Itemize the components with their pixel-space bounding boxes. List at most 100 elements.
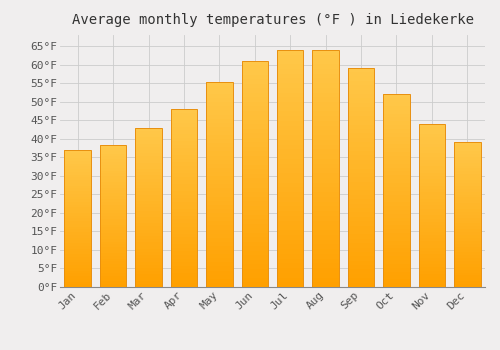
Bar <box>348 116 374 120</box>
Bar <box>418 280 445 284</box>
Bar <box>100 236 126 239</box>
Bar <box>64 155 91 158</box>
Bar <box>242 264 268 269</box>
Bar <box>206 82 233 86</box>
Bar <box>383 183 409 187</box>
Bar <box>206 221 233 225</box>
Bar <box>136 258 162 261</box>
Bar <box>348 112 374 116</box>
Bar <box>242 84 268 88</box>
Bar <box>206 209 233 213</box>
Bar <box>136 223 162 226</box>
Bar <box>100 159 126 162</box>
Bar <box>277 140 303 145</box>
Bar <box>64 281 91 284</box>
Bar <box>100 174 126 176</box>
Bar <box>277 263 303 268</box>
Bar <box>100 170 126 174</box>
Bar <box>383 141 409 145</box>
Bar <box>312 244 339 249</box>
Bar <box>277 211 303 216</box>
Bar <box>242 93 268 97</box>
Bar <box>277 159 303 164</box>
Bar <box>277 239 303 244</box>
Bar <box>418 166 445 170</box>
Bar <box>136 198 162 201</box>
Bar <box>64 172 91 175</box>
Bar <box>348 76 374 81</box>
Bar <box>383 279 409 283</box>
Bar <box>136 201 162 204</box>
Bar <box>418 150 445 153</box>
Bar <box>418 212 445 215</box>
Bar <box>418 144 445 147</box>
Bar <box>348 173 374 177</box>
Bar <box>418 170 445 173</box>
Bar <box>454 209 480 212</box>
Bar <box>312 273 339 278</box>
Bar <box>383 94 409 98</box>
Bar <box>418 264 445 267</box>
Bar <box>100 276 126 279</box>
Bar <box>242 260 268 264</box>
Bar <box>277 183 303 187</box>
Bar <box>64 210 91 213</box>
Bar <box>170 202 197 205</box>
Bar <box>348 90 374 94</box>
Bar <box>64 175 91 177</box>
Bar <box>454 215 480 218</box>
Bar <box>454 172 480 174</box>
Bar <box>418 163 445 166</box>
Bar <box>312 116 339 121</box>
Bar <box>418 134 445 137</box>
Bar <box>206 90 233 94</box>
Bar <box>206 233 233 238</box>
Bar <box>206 254 233 258</box>
Bar <box>277 135 303 140</box>
Bar <box>206 279 233 283</box>
Bar <box>454 218 480 220</box>
Bar <box>242 61 268 65</box>
Bar <box>170 230 197 234</box>
Bar <box>348 243 374 247</box>
Bar <box>64 161 91 163</box>
Bar <box>100 205 126 208</box>
Bar <box>277 187 303 192</box>
Bar <box>312 140 339 145</box>
Bar <box>383 187 409 191</box>
Bar <box>312 164 339 168</box>
Bar <box>454 160 480 163</box>
Bar <box>100 210 126 213</box>
Bar <box>277 168 303 173</box>
Bar <box>100 148 126 151</box>
Bar <box>277 92 303 97</box>
Bar <box>383 202 409 206</box>
Bar <box>312 259 339 263</box>
Bar <box>277 88 303 92</box>
Bar <box>383 129 409 133</box>
Bar <box>277 107 303 112</box>
Bar <box>277 164 303 168</box>
Bar <box>100 188 126 190</box>
Bar <box>348 234 374 239</box>
Bar <box>418 267 445 271</box>
Bar <box>383 272 409 275</box>
Bar <box>64 271 91 273</box>
Bar <box>170 123 197 127</box>
Bar <box>242 111 268 115</box>
Bar <box>136 191 162 195</box>
Bar <box>348 81 374 85</box>
Bar <box>64 265 91 268</box>
Bar <box>418 180 445 183</box>
Bar <box>64 169 91 172</box>
Bar <box>312 183 339 187</box>
Bar <box>170 244 197 248</box>
Bar <box>277 249 303 254</box>
Bar <box>100 281 126 284</box>
Bar <box>170 273 197 277</box>
Bar <box>136 214 162 217</box>
Bar <box>418 127 445 131</box>
Bar <box>170 166 197 170</box>
Bar <box>242 61 268 287</box>
Bar <box>383 110 409 113</box>
